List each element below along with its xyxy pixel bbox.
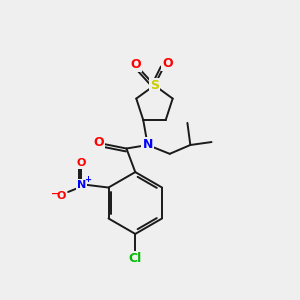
Text: −: − — [51, 188, 59, 198]
Text: S: S — [150, 79, 159, 92]
Text: O: O — [94, 136, 104, 149]
Text: N: N — [77, 180, 86, 190]
Text: N: N — [142, 139, 153, 152]
Text: +: + — [84, 175, 92, 184]
Text: O: O — [130, 58, 141, 71]
Text: Cl: Cl — [129, 252, 142, 265]
Text: O: O — [57, 191, 66, 201]
Text: O: O — [77, 158, 86, 168]
Text: O: O — [162, 57, 173, 70]
